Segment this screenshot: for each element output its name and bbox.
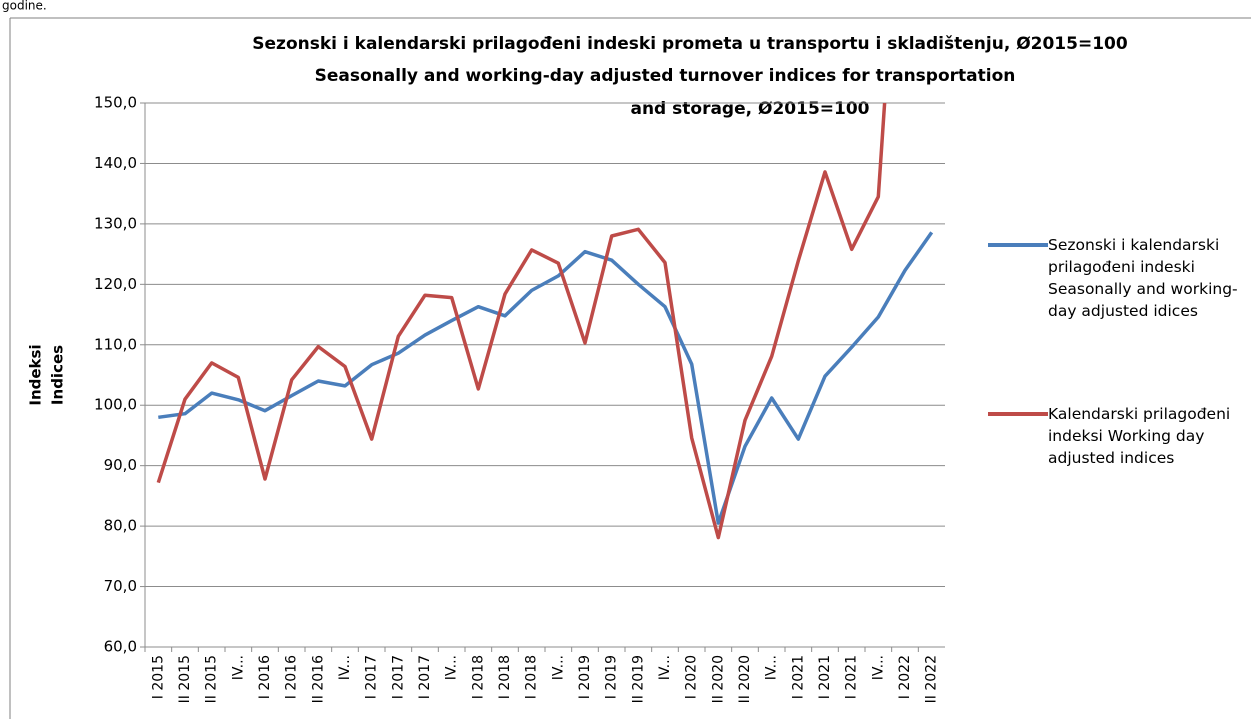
x-tick-label: I 2022 [897,655,913,699]
legend-swatch [988,412,1048,416]
chart-title: Sezonski i kalendarski prilagođeni indes… [252,34,1128,54]
x-tick-label: IV... [444,655,460,680]
legend-swatch [988,243,1048,247]
x-tick-label: IV... [230,655,246,680]
x-tick-label: II 2022 [924,655,940,703]
legend-entry: Sezonski i kalendarski prilagođeni indes… [988,234,1250,322]
y-tick-label: 60,0 [104,638,137,656]
series-line [156,103,887,540]
x-tick-label: IV... [550,655,566,680]
y-axis-title: Indeksi [27,344,45,405]
x-tick-label: I 2018 [524,655,540,699]
series-line [158,231,934,525]
x-tick-label: II 2016 [310,655,326,703]
x-tick-label: I 2017 [390,655,406,699]
x-tick-label: I 2015 [150,655,166,699]
legend-entry: Kalendarski prilagođeni indeksi Working … [988,403,1250,469]
x-tick-label: I 2021 [790,655,806,699]
x-tick-label: II 2020 [737,655,753,703]
plot-area [156,103,934,540]
page-note: godine. [2,0,47,13]
x-tick-label: I 2020 [684,655,700,699]
y-tick-label: 80,0 [104,517,137,535]
x-tick-label: I 2021 [817,655,833,699]
y-axis-title: Indices [49,345,67,405]
y-tick-label: 130,0 [94,214,137,232]
x-tick-label: IV... [870,655,886,680]
chart-title: Seasonally and working-day adjusted turn… [315,66,1016,86]
x-tick-label: II 2015 [177,655,193,703]
x-tick-label: I 2016 [284,655,300,699]
x-tick-label: I 2019 [577,655,593,699]
x-tick-label: II 2020 [710,655,726,703]
x-tick-label: I 2018 [497,655,513,699]
y-tick-label: 150,0 [94,94,137,112]
chart-title: and storage, Ø2015=100 [630,99,869,119]
x-tick-label: II 2019 [630,655,646,703]
y-tick-label: 70,0 [104,577,137,595]
x-tick-label: I 2018 [470,655,486,699]
legend-label: Kalendarski prilagođeni indeksi Working … [1048,405,1231,467]
legend-label: Sezonski i kalendarski prilagođeni indes… [1048,236,1238,320]
y-tick-label: 100,0 [94,396,137,414]
x-tick-label: IV... [657,655,673,680]
x-tick-label: IV... [337,655,353,680]
x-tick-label: IV... [764,655,780,680]
x-tick-label: I 2016 [257,655,273,699]
y-tick-label: 110,0 [94,335,137,353]
x-tick-label: I 2017 [417,655,433,699]
x-tick-label: I 2017 [364,655,380,699]
y-tick-label: 140,0 [94,154,137,172]
y-tick-label: 120,0 [94,275,137,293]
x-tick-label: I 2021 [844,655,860,699]
x-tick-label: I 2019 [604,655,620,699]
y-tick-label: 90,0 [104,456,137,474]
x-tick-label: II 2015 [204,655,220,703]
